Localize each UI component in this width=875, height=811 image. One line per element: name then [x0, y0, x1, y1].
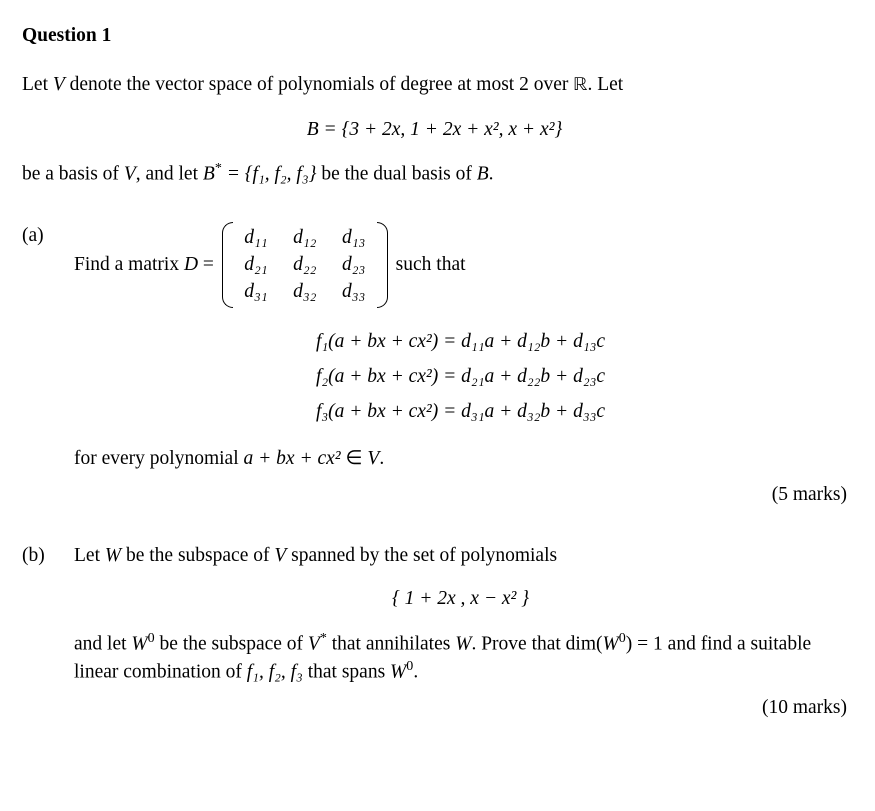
- text: that annihilates: [327, 633, 455, 654]
- star-sup: *: [215, 160, 222, 176]
- fs: f₁, f₂, f₃: [247, 662, 303, 683]
- question-heading: Question 1: [22, 22, 847, 49]
- part-a-eq3: f₃(a + bx + cx²) = d₃₁a + d₃₂b + d₃₃c: [74, 398, 847, 425]
- text: .: [489, 163, 494, 184]
- part-a-lead: Find a matrix D = d₁₁ d₁₂ d₁₃ d₂₁ d₂₂ d₂…: [74, 222, 847, 308]
- text: Find a matrix: [74, 254, 184, 275]
- text: be the subspace of: [121, 545, 274, 566]
- part-b-marks: (10 marks): [74, 694, 847, 721]
- matrix-row: d₂₁ d₂₂ d₂₃: [234, 251, 376, 278]
- part-b-set: { 1 + 2x , x − x² }: [74, 585, 847, 612]
- var-W: W: [131, 633, 147, 654]
- var-W: W: [603, 633, 619, 654]
- matrix-D: d₁₁ d₁₂ d₁₃ d₂₁ d₂₂ d₂₃ d₃₁ d₃₂ d₃₃: [222, 222, 388, 308]
- matrix-cell: d₂₃: [332, 251, 376, 278]
- part-a-eq1: f₁(a + bx + cx²) = d₁₁a + d₁₂b + d₁₃c: [74, 328, 847, 355]
- part-b-line2: and let W0 be the subspace of V* that an…: [74, 629, 847, 687]
- text: Let: [22, 74, 53, 95]
- matrix-row: d₁₁ d₁₂ d₁₃: [234, 224, 376, 251]
- page: Question 1 Let V denote the vector space…: [0, 0, 875, 811]
- text: be the subspace of: [155, 633, 308, 654]
- text: . Let: [587, 74, 623, 95]
- part-a-marks: (5 marks): [74, 481, 847, 508]
- text: , and let: [136, 163, 203, 184]
- text: =: [198, 254, 214, 275]
- var-V: V: [124, 163, 136, 184]
- cal-B: B: [203, 163, 215, 184]
- part-a-body: Find a matrix D = d₁₁ d₁₂ d₁₃ d₂₁ d₂₂ d₂…: [74, 222, 847, 508]
- matrix-cell: d₃₂: [283, 278, 327, 305]
- text: and let: [74, 633, 131, 654]
- cal-B: B: [307, 119, 319, 140]
- text: be a basis of: [22, 163, 124, 184]
- text: be the dual basis of: [316, 163, 476, 184]
- var-V: V: [308, 633, 320, 654]
- matrix-cell: d₃₃: [332, 278, 376, 305]
- intro-line1: Let V denote the vector space of polynom…: [22, 71, 847, 99]
- intro-line3: be a basis of V, and let B* = {f₁, f₂, f…: [22, 159, 847, 188]
- text: denote the vector space of polynomials o…: [65, 74, 573, 95]
- poly: a + bx + cx²: [244, 448, 341, 469]
- text: .: [379, 448, 384, 469]
- part-a-label: (a): [22, 222, 74, 508]
- var-W: W: [390, 662, 406, 683]
- cal-B: B: [477, 163, 489, 184]
- text: spanned by the set of polynomials: [286, 545, 557, 566]
- dual-basis-set: = {f₁, f₂, f₃}: [222, 163, 317, 184]
- part-b-label: (b): [22, 542, 74, 721]
- var-W: W: [105, 545, 121, 566]
- text: Let: [74, 545, 105, 566]
- part-a-eq2: f₂(a + bx + cx²) = d₂₁a + d₂₂b + d₂₃c: [74, 363, 847, 390]
- var-V: V: [274, 545, 286, 566]
- matrix-row: d₃₁ d₃₂ d₃₃: [234, 278, 376, 305]
- matrix-cell: d₂₂: [283, 251, 327, 278]
- text: . Prove that dim(: [471, 633, 602, 654]
- part-b-line1: Let W be the subspace of V spanned by th…: [74, 542, 847, 569]
- text: that spans: [303, 662, 390, 683]
- matrix-cell: d₁₂: [283, 224, 327, 251]
- var-D: D: [184, 254, 198, 275]
- basis-definition: B = {3 + 2x, 1 + 2x + x², x + x²}: [22, 116, 847, 143]
- text: such that: [396, 251, 466, 278]
- var-V: V: [367, 448, 379, 469]
- star-sup: *: [320, 630, 327, 646]
- part-a-tail: for every polynomial a + bx + cx² ∈ V.: [74, 445, 847, 472]
- var-V: V: [53, 74, 65, 95]
- matrix-cell: d₂₁: [234, 251, 278, 278]
- question-intro: Let V denote the vector space of polynom…: [22, 71, 847, 187]
- matrix-cell: d₃₁: [234, 278, 278, 305]
- matrix-cell: d₁₁: [234, 224, 278, 251]
- basis-set: = {3 + 2x, 1 + 2x + x², x + x²}: [319, 119, 563, 140]
- part-b: (b) Let W be the subspace of V spanned b…: [22, 542, 847, 721]
- text: for every polynomial: [74, 448, 244, 469]
- text: .: [413, 662, 418, 683]
- matrix-cell: d₁₃: [332, 224, 376, 251]
- blackboard-R: ℝ: [573, 75, 587, 95]
- sup-zero: 0: [148, 630, 155, 646]
- part-a: (a) Find a matrix D = d₁₁ d₁₂ d₁₃ d₂₁ d₂…: [22, 222, 847, 508]
- text: ∈: [341, 448, 368, 469]
- var-W: W: [455, 633, 471, 654]
- sup-zero: 0: [619, 630, 626, 646]
- part-b-body: Let W be the subspace of V spanned by th…: [74, 542, 847, 721]
